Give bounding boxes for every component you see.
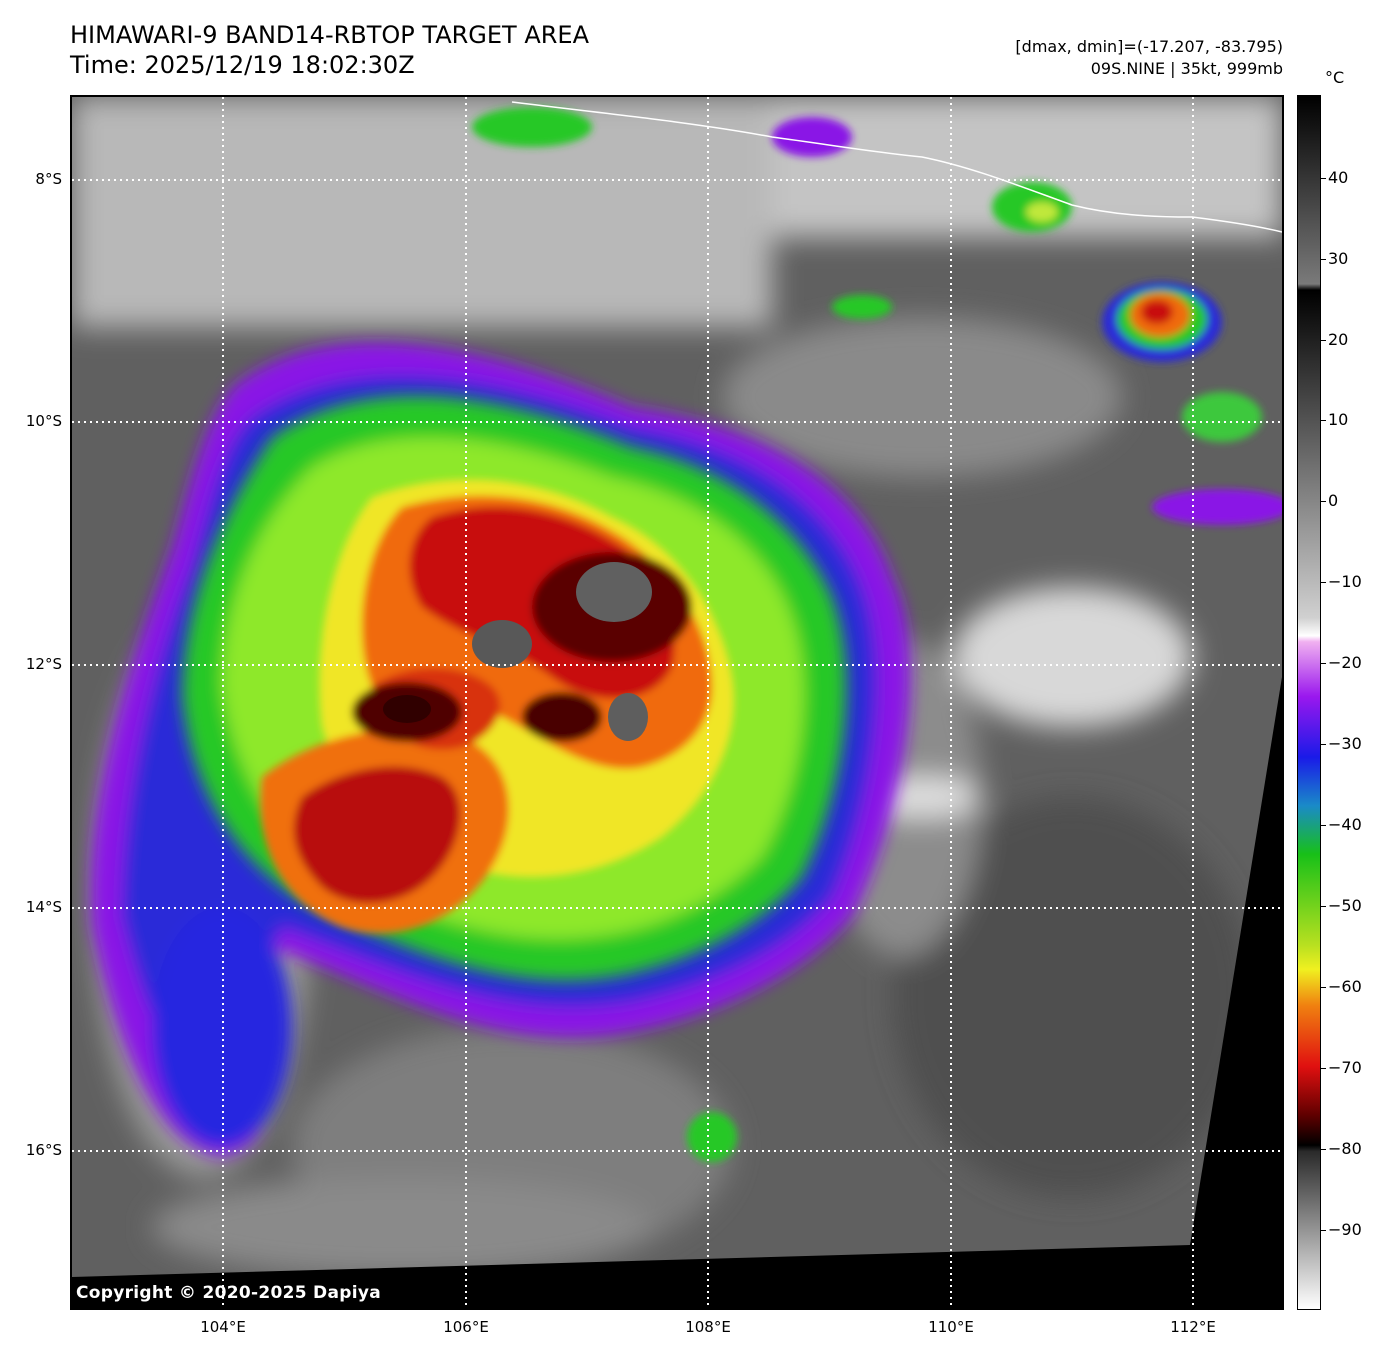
satellite-imagery	[72, 97, 1282, 1308]
colorbar-tick-label: −50	[1328, 896, 1362, 915]
colorbar	[1297, 95, 1321, 1310]
overshooting-tops	[383, 562, 652, 741]
lon-tick-label: 104°E	[200, 1318, 246, 1336]
lat-tick-label: 16°S	[25, 1141, 62, 1159]
colorbar-tick-mark	[1321, 501, 1326, 502]
colorbar-tick-label: −40	[1328, 815, 1362, 834]
colorbar-tick-label: 10	[1328, 410, 1349, 429]
lon-tick-label: 112°E	[1170, 1318, 1216, 1336]
colorbar-tick-label: −60	[1328, 977, 1362, 996]
colorbar-tick-label: 0	[1328, 491, 1339, 510]
copyright-label: Copyright © 2020-2025 Dapiya	[76, 1283, 381, 1303]
colorbar-unit: °C	[1325, 68, 1345, 87]
data-range-label: [dmax, dmin]=(-17.207, -83.795)	[1015, 37, 1283, 56]
lat-tick-label: 14°S	[25, 898, 62, 916]
colorbar-tick-label: −70	[1328, 1058, 1362, 1077]
colorbar-tick-mark	[1321, 259, 1326, 260]
colorbar-tick-label: 40	[1328, 168, 1349, 187]
chart-time: Time: 2025/12/19 18:02:30Z	[70, 51, 415, 79]
colorbar-tick-label: −90	[1328, 1220, 1362, 1239]
colorbar-tick-mark	[1321, 906, 1326, 907]
lat-tick-label: 8°S	[35, 170, 62, 188]
colorbar-tick-mark	[1321, 178, 1326, 179]
colorbar-tick-mark	[1321, 420, 1326, 421]
colorbar-tick-mark	[1321, 1149, 1326, 1150]
northeast-convection	[472, 107, 1282, 1162]
gridlines	[72, 97, 1282, 1308]
storm-info-label: 09S.NINE | 35kt, 999mb	[1090, 59, 1283, 78]
colorbar-tick-mark	[1321, 663, 1326, 664]
colorbar-tick-mark	[1321, 340, 1326, 341]
colorbar-tick-label: 20	[1328, 330, 1349, 349]
colorbar-tick-mark	[1321, 987, 1326, 988]
colorbar-tick-label: −20	[1328, 653, 1362, 672]
colorbar-tick-mark	[1321, 1068, 1326, 1069]
chart-title: HIMAWARI-9 BAND14-RBTOP TARGET AREA	[70, 21, 590, 49]
colorbar-tick-mark	[1321, 582, 1326, 583]
storm-cold-core	[260, 479, 734, 934]
colorbar-tick-mark	[1321, 1230, 1326, 1231]
lat-tick-label: 12°S	[25, 655, 62, 673]
lon-tick-label: 110°E	[928, 1318, 974, 1336]
colorbar-tick-label: −10	[1328, 572, 1362, 591]
lon-tick-label: 108°E	[685, 1318, 731, 1336]
colorbar-tick-label: −30	[1328, 734, 1362, 753]
colorbar-tick-mark	[1321, 825, 1326, 826]
lon-tick-label: 106°E	[443, 1318, 489, 1336]
colorbar-tick-label: −80	[1328, 1139, 1362, 1158]
satellite-map	[70, 95, 1284, 1310]
colorbar-tick-mark	[1321, 744, 1326, 745]
colorbar-tick-label: 30	[1328, 249, 1349, 268]
colorbar-gradient	[1298, 96, 1320, 1309]
lat-tick-label: 10°S	[25, 412, 62, 430]
